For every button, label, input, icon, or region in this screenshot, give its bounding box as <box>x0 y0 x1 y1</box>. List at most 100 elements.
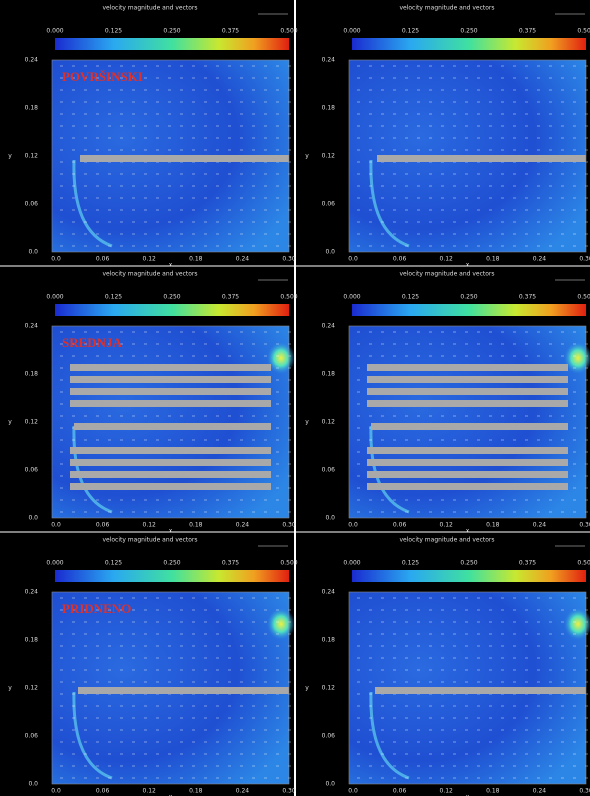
plate <box>367 376 568 383</box>
x-tick-label: 0.06 <box>393 256 407 263</box>
colorbar-tick-label: 0.500 <box>280 560 297 567</box>
x-tick-label: 0.0 <box>348 256 358 263</box>
plate <box>70 483 271 490</box>
colorbar-tick-label: 0.250 <box>163 560 180 567</box>
colorbar-tick-label: 0.250 <box>460 294 477 301</box>
y-tick-label: 0.12 <box>25 685 39 692</box>
plate <box>367 388 568 395</box>
colorbar-tick-label: 0.500 <box>577 560 590 567</box>
colorbar-tick-label: 0.000 <box>46 560 63 567</box>
panel-title: velocity magnitude and vectors <box>399 537 494 544</box>
plate <box>367 483 568 490</box>
x-tick-label: 0.24 <box>533 522 547 529</box>
plate <box>78 687 289 694</box>
y-tick-label: 0.12 <box>322 685 336 692</box>
colorbar-tick-label: 0.125 <box>105 560 122 567</box>
y-axis-label: y <box>8 419 12 426</box>
plate <box>367 471 568 478</box>
y-axis-label: y <box>305 685 309 692</box>
y-tick-label: 0.06 <box>25 201 39 208</box>
y-tick-label: 0.24 <box>322 57 336 64</box>
plate <box>375 687 586 694</box>
y-tick-label: 0.0 <box>325 515 335 522</box>
colorbar-tick-label: 0.000 <box>46 28 63 35</box>
y-tick-label: 0.18 <box>25 371 39 378</box>
panel-title: velocity magnitude and vectors <box>399 271 494 278</box>
y-tick-label: 0.06 <box>25 733 39 740</box>
colorbar <box>352 570 586 582</box>
y-tick-label: 0.24 <box>322 323 336 330</box>
x-tick-label: 0.12 <box>143 522 157 529</box>
x-tick-label: 0.30 <box>579 256 590 263</box>
panel-label: POVRŠINSKI <box>62 69 143 84</box>
colorbar-tick-label: 0.500 <box>577 28 590 35</box>
colorbar <box>55 304 289 316</box>
x-tick-label: 0.0 <box>348 522 358 529</box>
y-tick-label: 0.18 <box>322 105 336 112</box>
colorbar <box>352 38 586 50</box>
x-tick-label: 0.06 <box>96 522 110 529</box>
x-axis-label: x <box>466 262 470 269</box>
y-tick-label: 0.24 <box>25 323 39 330</box>
plate <box>367 364 568 371</box>
x-tick-label: 0.24 <box>533 788 547 795</box>
panel-label: PRIDNENO <box>62 601 131 616</box>
x-tick-label: 0.24 <box>236 522 250 529</box>
x-axis-label: x <box>466 528 470 535</box>
colorbar-tick-label: 0.250 <box>163 294 180 301</box>
x-tick-label: 0.18 <box>486 522 500 529</box>
plate <box>70 447 271 454</box>
colorbar-tick-label: 0.375 <box>519 560 536 567</box>
plate <box>70 388 271 395</box>
x-tick-label: 0.30 <box>579 788 590 795</box>
x-tick-label: 0.12 <box>440 522 454 529</box>
x-tick-label: 0.06 <box>96 788 110 795</box>
colorbar <box>55 570 289 582</box>
colorbar-tick-label: 0.250 <box>163 28 180 35</box>
colorbar-tick-label: 0.125 <box>105 294 122 301</box>
panel-label: SREDNJA <box>62 335 123 350</box>
x-tick-label: 0.0 <box>51 522 61 529</box>
y-tick-label: 0.06 <box>322 733 336 740</box>
x-tick-label: 0.0 <box>348 788 358 795</box>
x-axis-label: x <box>169 528 173 535</box>
x-tick-label: 0.06 <box>393 788 407 795</box>
colorbar <box>55 38 289 50</box>
x-tick-label: 0.30 <box>579 522 590 529</box>
colorbar-tick-label: 0.000 <box>343 28 360 35</box>
plate <box>70 459 271 466</box>
plate <box>70 400 271 407</box>
y-tick-label: 0.0 <box>325 249 335 256</box>
figure: velocity magnitude and vectors 0.000 0.125… <box>0 0 590 796</box>
y-tick-label: 0.18 <box>322 637 336 644</box>
colorbar-tick-label: 0.250 <box>460 28 477 35</box>
x-tick-label: 0.18 <box>486 256 500 263</box>
hot-spot <box>267 608 295 640</box>
y-tick-label: 0.12 <box>25 419 39 426</box>
plate <box>70 471 271 478</box>
colorbar-tick-label: 0.375 <box>519 28 536 35</box>
colorbar-tick-label: 0.500 <box>280 28 297 35</box>
x-tick-label: 0.12 <box>143 788 157 795</box>
colorbar <box>352 304 586 316</box>
x-tick-label: 0.18 <box>189 522 203 529</box>
y-tick-label: 0.06 <box>25 467 39 474</box>
colorbar-tick-label: 0.375 <box>222 560 239 567</box>
x-tick-label: 0.24 <box>236 788 250 795</box>
plate <box>74 423 271 430</box>
x-tick-label: 0.24 <box>533 256 547 263</box>
y-tick-label: 0.24 <box>25 57 39 64</box>
colorbar-tick-label: 0.000 <box>343 560 360 567</box>
plate <box>367 459 568 466</box>
x-tick-label: 0.0 <box>51 256 61 263</box>
x-tick-label: 0.24 <box>236 256 250 263</box>
colorbar-tick-label: 0.125 <box>105 28 122 35</box>
y-tick-label: 0.18 <box>322 371 336 378</box>
y-axis-label: y <box>305 153 309 160</box>
y-tick-label: 0.0 <box>28 781 38 788</box>
colorbar-tick-label: 0.375 <box>519 294 536 301</box>
colorbar-tick-label: 0.125 <box>402 294 419 301</box>
plate <box>367 400 568 407</box>
y-tick-label: 0.06 <box>322 201 336 208</box>
x-tick-label: 0.30 <box>282 788 296 795</box>
